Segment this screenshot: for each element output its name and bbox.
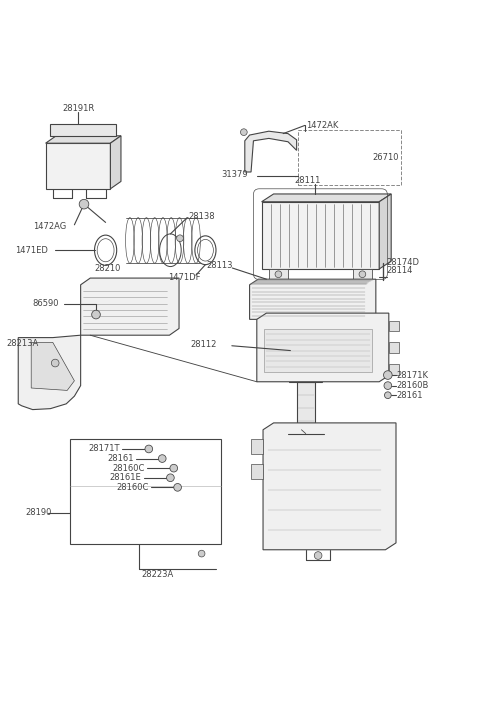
Text: 28161E: 28161E: [110, 473, 142, 482]
Text: 1471ED: 1471ED: [15, 246, 48, 255]
Text: 28174D: 28174D: [387, 258, 420, 267]
Text: 26710: 26710: [372, 153, 398, 163]
Circle shape: [359, 271, 366, 277]
Text: 28171T: 28171T: [88, 444, 120, 453]
Circle shape: [240, 129, 247, 136]
Text: 28213A: 28213A: [7, 339, 39, 348]
Text: 31379: 31379: [221, 170, 247, 180]
Text: 86590: 86590: [32, 299, 59, 308]
Circle shape: [51, 359, 59, 367]
Text: 28114: 28114: [387, 266, 413, 275]
Polygon shape: [263, 423, 396, 550]
Text: 28223A: 28223A: [142, 570, 174, 579]
Polygon shape: [297, 382, 315, 434]
Text: 28161: 28161: [107, 454, 133, 463]
Polygon shape: [379, 194, 391, 269]
Polygon shape: [389, 342, 399, 353]
Polygon shape: [46, 136, 121, 143]
Polygon shape: [18, 335, 81, 410]
Text: 28210: 28210: [94, 264, 120, 273]
Circle shape: [167, 474, 174, 482]
Polygon shape: [269, 269, 288, 279]
Circle shape: [314, 552, 322, 560]
Polygon shape: [389, 364, 399, 375]
Circle shape: [177, 235, 183, 241]
Circle shape: [145, 445, 153, 453]
Text: 28113: 28113: [206, 261, 233, 270]
Circle shape: [384, 371, 392, 379]
Text: 28111: 28111: [295, 176, 321, 185]
Polygon shape: [257, 313, 389, 382]
Polygon shape: [389, 321, 399, 332]
Text: 28191R: 28191R: [62, 104, 95, 113]
Text: 28160B: 28160B: [396, 381, 429, 390]
Text: 28112: 28112: [191, 340, 217, 349]
Text: 28160C: 28160C: [117, 483, 149, 492]
Text: 28160C: 28160C: [113, 464, 145, 472]
Circle shape: [79, 199, 89, 209]
Circle shape: [158, 455, 166, 463]
Polygon shape: [46, 143, 110, 189]
Polygon shape: [81, 278, 179, 335]
Polygon shape: [50, 124, 116, 136]
Polygon shape: [262, 194, 391, 202]
Polygon shape: [264, 329, 372, 372]
Polygon shape: [31, 342, 74, 391]
Circle shape: [170, 465, 178, 472]
Polygon shape: [245, 131, 297, 172]
Text: 28138: 28138: [188, 212, 215, 221]
Polygon shape: [110, 136, 121, 189]
Text: 28190: 28190: [25, 508, 51, 517]
Circle shape: [384, 392, 391, 398]
Circle shape: [275, 271, 282, 277]
Polygon shape: [262, 202, 379, 269]
Text: 28161: 28161: [396, 391, 423, 400]
Text: 1471DF: 1471DF: [168, 273, 201, 282]
Circle shape: [92, 310, 100, 319]
Polygon shape: [250, 279, 376, 320]
Circle shape: [384, 382, 392, 389]
Polygon shape: [251, 465, 263, 479]
Text: 1472AK: 1472AK: [306, 121, 338, 130]
Circle shape: [198, 551, 205, 557]
Circle shape: [174, 484, 181, 491]
Polygon shape: [353, 269, 372, 279]
Text: 1472AG: 1472AG: [33, 222, 66, 231]
Text: 28171K: 28171K: [396, 370, 429, 379]
Polygon shape: [251, 439, 263, 454]
